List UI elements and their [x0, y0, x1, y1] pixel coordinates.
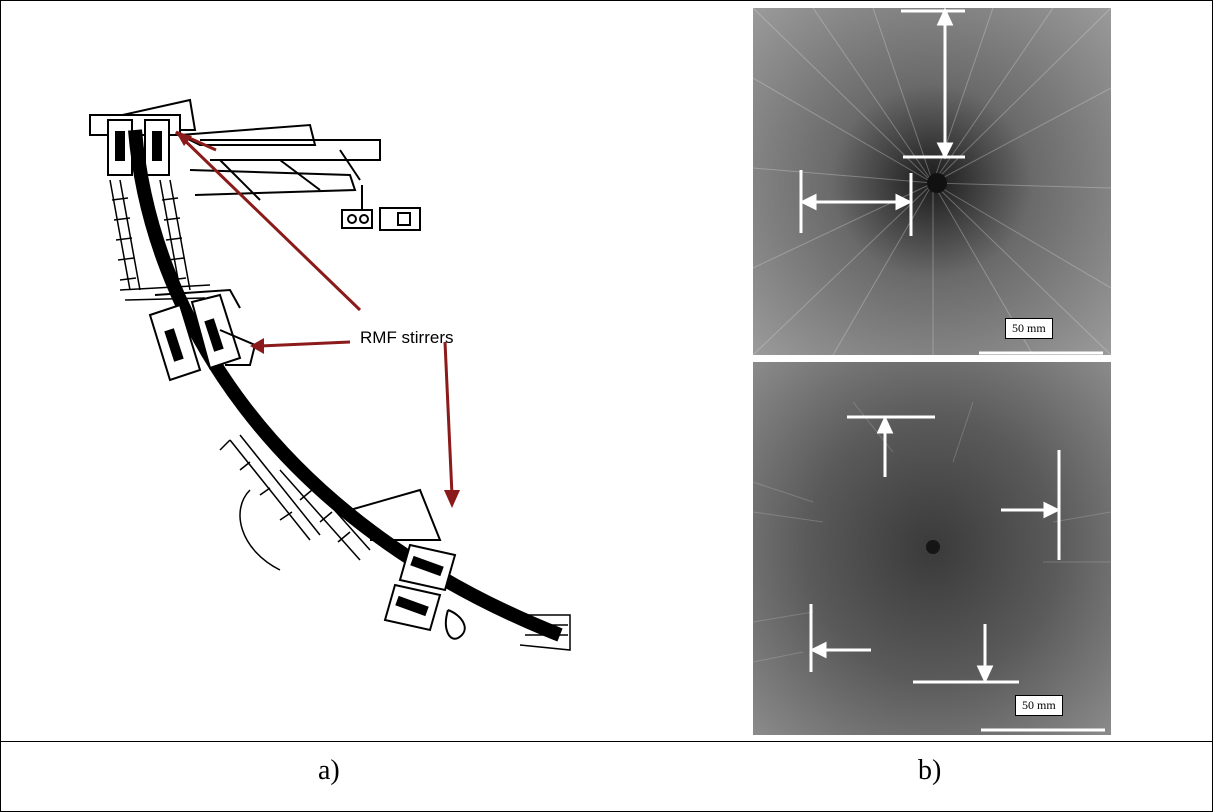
scale-bar-top: 50 mm — [1005, 318, 1053, 339]
strand — [128, 129, 563, 642]
top-macro-markers — [799, 8, 1103, 355]
mould-stirrer-right — [144, 119, 170, 176]
strand-stirrer-upper — [148, 288, 257, 382]
caster-diagram — [89, 98, 571, 651]
macrograph-top: 50 mm — [753, 8, 1111, 355]
macrograph-bottom: 50 mm — [753, 362, 1111, 735]
scale-bar-bottom: 50 mm — [1015, 695, 1063, 716]
caption-b: b) — [918, 755, 942, 786]
caption-a: a) — [318, 755, 340, 786]
rmf-stirrers-label: RMF stirrers — [360, 328, 454, 347]
roller-segments — [109, 179, 371, 571]
strand-stirrer-lower — [349, 488, 466, 640]
caption-divider — [0, 741, 1213, 742]
exit-table — [519, 614, 571, 651]
bottom-macro-markers — [809, 415, 1105, 732]
annotation-arrows — [174, 130, 460, 508]
mould-assembly — [89, 98, 421, 231]
